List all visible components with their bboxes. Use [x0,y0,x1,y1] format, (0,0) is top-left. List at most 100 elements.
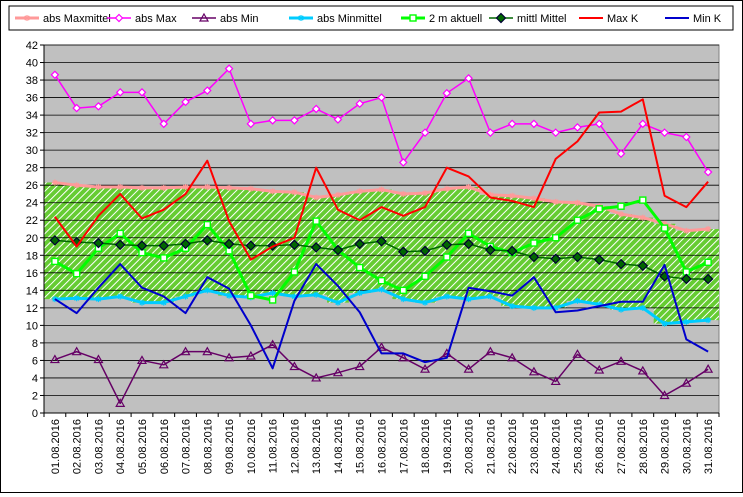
data-point [705,317,712,324]
data-point [529,119,539,129]
data-point [378,186,385,193]
series-min-k [54,263,709,370]
legend-entry-abs-min: abs Min [192,12,259,25]
data-point [683,227,690,234]
x-tick-label: 20.08.2016 [464,419,476,474]
data-point [681,132,691,142]
x-tick-label: 29.08.2016 [660,419,672,474]
data-point [507,119,517,129]
y-tick-label: 2 [32,390,38,402]
data-point [463,363,474,373]
data-point [312,217,320,225]
data-point [486,128,495,137]
data-point [443,253,451,261]
data-point [291,293,298,300]
y-tick-label: 4 [32,373,38,385]
y-tick-label: 36 [26,93,38,105]
x-tick-label: 22.08.2016 [507,419,519,474]
data-point [441,239,453,251]
x-tick-label: 08.08.2016 [202,419,214,474]
data-point [115,87,125,97]
legend-entry-2-m-aktuell: 2 m aktuell [401,13,482,25]
data-point [51,296,58,303]
data-point [594,119,604,129]
data-point [138,299,145,306]
data-point [506,245,518,257]
data-point [204,287,211,294]
x-tick-label: 09.08.2016 [224,419,236,474]
data-point [51,179,58,186]
legend-label: abs Max [135,13,177,25]
x-tick-label: 06.08.2016 [159,419,171,474]
data-point [464,229,473,238]
data-point [487,191,494,198]
legend-entry-abs-minmittel: abs Minmittel [289,13,382,25]
y-tick-label: 38 [26,75,38,87]
data-point [572,349,583,358]
data-point [399,286,407,295]
data-point [442,88,452,98]
data-point [551,234,560,242]
data-point [398,158,408,167]
band-area [44,182,719,324]
data-point [507,352,518,362]
data-point [616,149,626,158]
x-tick-label: 15.08.2016 [355,419,367,474]
data-point [618,306,625,313]
x-tick-label: 17.08.2016 [398,419,410,474]
x-tick-label: 30.08.2016 [681,419,693,474]
y-tick-label: 26 [26,180,38,192]
data-point [247,291,255,300]
data-point [138,184,145,191]
series-line [54,263,709,370]
data-point [72,269,81,278]
data-point [705,226,712,232]
data-point [136,240,148,251]
data-point [703,167,713,177]
min-max-mean-band [44,182,719,324]
x-tick-label: 11.08.2016 [268,419,280,473]
data-point [289,239,300,251]
data-point [114,239,126,251]
x-tick-label: 31.08.2016 [703,419,715,474]
data-point [593,254,605,266]
data-point [116,229,124,238]
y-tick-label: 42 [26,40,38,52]
data-point [464,73,473,83]
data-point [180,346,191,356]
y-tick-label: 20 [26,233,38,245]
legend-label: abs Minmittel [317,13,382,25]
data-point [398,352,409,362]
x-tick-label: 19.08.2016 [442,419,454,474]
legend-entry-mittl-mittel: mittl Mittel [489,12,567,25]
data-point [550,253,562,265]
data-point [181,97,190,107]
y-tick-label: 10 [26,320,38,332]
data-point [703,363,714,373]
data-point [246,119,256,129]
data-point [702,273,714,285]
data-point [269,289,276,296]
legend-label: Max K [607,13,639,25]
legend: abs Maxmittel abs Max abs Min abs Minmittel… [8,5,734,31]
data-point [659,390,670,400]
data-point [158,240,170,251]
legend-marker [495,12,507,24]
legend-label: Min K [693,13,722,25]
x-tick-label: 26.08.2016 [594,419,606,474]
data-point [160,184,167,191]
data-point [660,224,669,232]
data-point [422,299,429,306]
data-point [267,339,278,349]
data-point [182,293,189,300]
data-point [574,297,581,304]
data-point [356,263,364,272]
legend-label: abs Min [220,13,259,25]
legend-entry-min-k: Min K [665,13,722,25]
x-tick-label: 03.08.2016 [93,419,105,474]
x-tick-label: 10.08.2016 [246,419,258,474]
data-point [573,123,582,132]
x-tick-label: 13.08.2016 [311,419,323,474]
legend-marker [298,15,304,21]
data-point [354,361,365,371]
